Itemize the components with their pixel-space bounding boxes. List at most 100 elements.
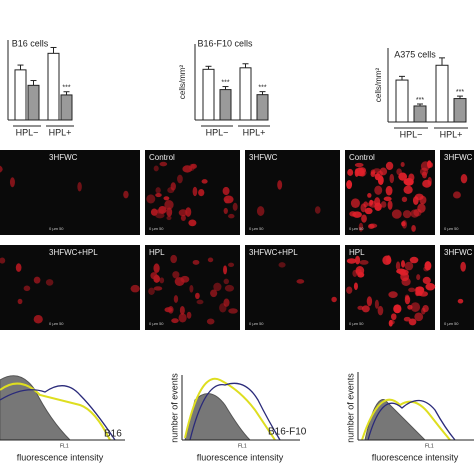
cell (403, 316, 411, 322)
scale-bar: 0 µm 50 (149, 226, 164, 231)
panel-label: 3HFWC (49, 153, 78, 162)
histogram-shape (184, 393, 252, 441)
cell (155, 212, 165, 219)
cell (155, 193, 162, 198)
micrograph (245, 245, 340, 330)
cell (346, 180, 353, 190)
scale-bar: 0 µm 50 (49, 321, 64, 326)
bar (395, 79, 409, 123)
cell (415, 290, 423, 296)
cell (403, 185, 413, 194)
y-axis-label: number of events (169, 373, 179, 443)
cell (153, 263, 160, 273)
y-axis-label: number of events (345, 373, 355, 443)
cell (361, 305, 370, 313)
cell (403, 178, 414, 186)
cell (190, 163, 197, 169)
cell (45, 279, 54, 286)
cell (166, 215, 172, 221)
cell (346, 286, 353, 294)
cell (130, 284, 140, 293)
bar (14, 69, 27, 121)
panel-label: Control (149, 153, 175, 162)
scale-bar: 0 µm 50 (249, 321, 264, 326)
micrograph (440, 245, 474, 330)
bar (453, 98, 467, 123)
cell (419, 167, 429, 176)
cell (349, 211, 357, 217)
cell (408, 318, 417, 326)
cell (385, 161, 394, 171)
scale-bar: 0 µm 50 (444, 226, 459, 231)
cell (353, 282, 358, 290)
scale-bar: 0 µm 50 (249, 226, 264, 231)
cell (452, 191, 461, 199)
cell (277, 180, 283, 190)
cell (367, 202, 373, 207)
micrograph (245, 150, 340, 235)
cell (224, 198, 230, 204)
cell (192, 259, 200, 265)
significance: *** (456, 89, 464, 96)
cell (173, 295, 179, 303)
histogram-shape (361, 398, 451, 441)
cell (417, 203, 426, 213)
cell (228, 213, 235, 219)
axis-name: FL1 (60, 443, 69, 449)
cell (207, 257, 214, 263)
cell (198, 188, 205, 197)
cell (404, 261, 414, 271)
cell (386, 255, 392, 265)
cell (416, 274, 421, 281)
cell (153, 286, 163, 291)
cell (77, 181, 82, 192)
histogram-shape (184, 377, 276, 441)
micrograph (0, 150, 45, 235)
cell (407, 304, 413, 310)
cell (410, 302, 421, 312)
axis-name: FL1 (238, 443, 247, 449)
cell (159, 277, 165, 284)
x-axis-label: fluorescence intensity (17, 452, 104, 462)
cell (366, 296, 373, 307)
cell (391, 313, 397, 321)
cell (15, 263, 22, 272)
cell (196, 299, 204, 305)
x-axis-label: fluorescence intensity (372, 452, 459, 462)
cell (346, 258, 357, 264)
cell (414, 193, 424, 201)
cell (404, 294, 410, 301)
cell (385, 185, 393, 196)
significance: *** (62, 85, 70, 92)
cell (393, 304, 402, 314)
cell (400, 161, 405, 168)
panel-label: 3HFWC (444, 153, 473, 162)
cell (363, 201, 369, 208)
cell (164, 199, 174, 210)
cell (357, 168, 367, 177)
scale-bar: 0 µm 50 (444, 321, 459, 326)
cell (331, 296, 337, 303)
cell (164, 307, 173, 313)
scale-bar: 0 µm 50 (149, 321, 164, 326)
cell (427, 176, 432, 186)
panel-label: 3HFWC (444, 248, 473, 257)
significance: *** (416, 97, 424, 104)
cell (359, 259, 369, 265)
cell (278, 262, 286, 268)
cell (223, 207, 228, 215)
bar (27, 84, 40, 121)
cell (163, 196, 170, 201)
cell (180, 275, 190, 283)
cell (380, 201, 387, 208)
cell (358, 222, 364, 232)
histogram-shape (189, 382, 281, 441)
cell (354, 162, 364, 168)
cell (408, 287, 416, 293)
cell (171, 318, 179, 324)
cell (383, 196, 392, 202)
cell (195, 292, 200, 300)
panel-label: 3HFWC+HPL (49, 248, 98, 257)
cell (425, 283, 436, 291)
